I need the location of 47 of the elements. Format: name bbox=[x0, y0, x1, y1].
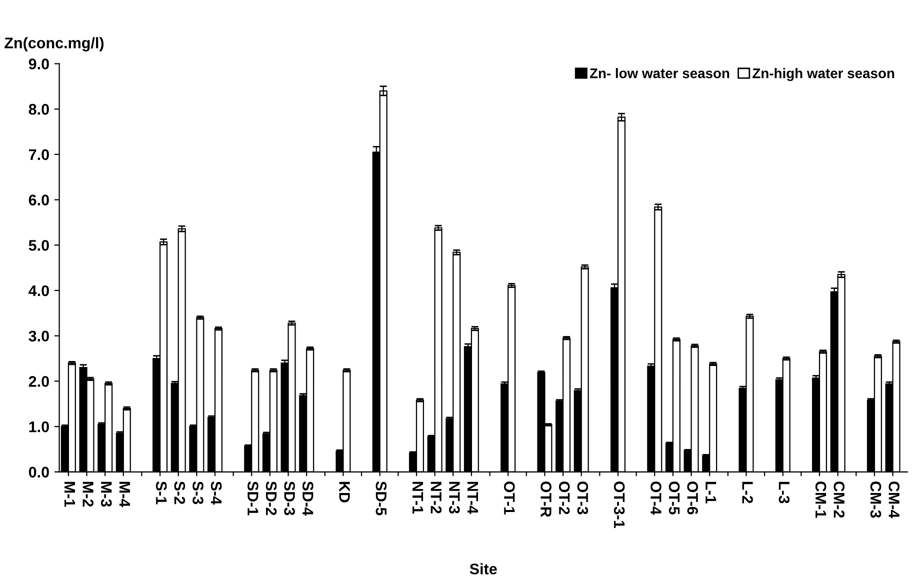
x-tick-label: OT-3-1 bbox=[614, 482, 625, 528]
x-tick-label: NT-1 bbox=[412, 482, 424, 514]
x-tick-label: OT-R bbox=[540, 482, 552, 518]
y-tick-label: 4.0 bbox=[28, 285, 49, 296]
x-tick-label: S-4 bbox=[210, 481, 222, 505]
x-tick-label: OT-6 bbox=[687, 482, 698, 514]
x-tick-label: OT-2 bbox=[558, 482, 570, 514]
y-tick-label: 5.0 bbox=[28, 240, 49, 251]
x-tick-label: M-2 bbox=[82, 482, 94, 507]
x-tick-label: NT-3 bbox=[449, 482, 460, 514]
x-tick-label: L-2 bbox=[742, 482, 753, 504]
x-tick-label: S-3 bbox=[192, 481, 204, 504]
x-tick-label: OT-3 bbox=[577, 482, 588, 514]
x-tick-label: CM-1 bbox=[815, 482, 826, 518]
x-tick-label: NT-2 bbox=[430, 482, 442, 514]
x-tick-label: L-1 bbox=[706, 482, 716, 504]
y-tick-label: 1.0 bbox=[29, 421, 49, 432]
x-tick-label: OT-4 bbox=[650, 482, 662, 515]
x-tick-label: OT-5 bbox=[668, 482, 680, 514]
y-tick-label: 6.0 bbox=[28, 194, 49, 206]
legend-label: Zn- low water season bbox=[590, 68, 730, 78]
x-tick-label: CM-3 bbox=[870, 482, 882, 518]
x-tick-label: KD bbox=[339, 482, 350, 502]
y-tick-label: 8.0 bbox=[28, 104, 49, 115]
y-tick-label: 3.0 bbox=[28, 330, 49, 342]
x-tick-label: SD-2 bbox=[266, 481, 277, 516]
x-axis-title: Site bbox=[470, 563, 497, 574]
y-tick-label: 2.0 bbox=[28, 376, 49, 387]
x-tick-label: NT-4 bbox=[468, 482, 478, 514]
x-tick-label: CM-2 bbox=[834, 482, 845, 518]
x-tick-label: CM-4 bbox=[888, 482, 900, 518]
x-tick-label: OT-1 bbox=[504, 482, 515, 514]
x-tick-label: S-1 bbox=[156, 481, 167, 504]
y-tick-label: 9.0 bbox=[28, 58, 49, 70]
x-tick-label: SD-3 bbox=[284, 481, 295, 516]
y-tick-label: 0.0 bbox=[28, 466, 49, 478]
y-tick-label: 7.0 bbox=[28, 149, 49, 160]
x-tick-label: L-3 bbox=[778, 482, 790, 504]
legend-label: Zn-high water season bbox=[752, 68, 894, 82]
x-tick-label: M-1 bbox=[64, 482, 75, 507]
x-tick-label: M-4 bbox=[119, 482, 130, 508]
x-tick-label: SD-1 bbox=[248, 481, 258, 516]
x-tick-label: SD-5 bbox=[376, 481, 387, 516]
x-tick-label: S-2 bbox=[174, 481, 186, 504]
y-axis-title: Zn(conc.mg/l) bbox=[4, 37, 104, 52]
x-tick-label: M-3 bbox=[100, 482, 112, 507]
x-tick-label: SD-4 bbox=[302, 481, 314, 516]
